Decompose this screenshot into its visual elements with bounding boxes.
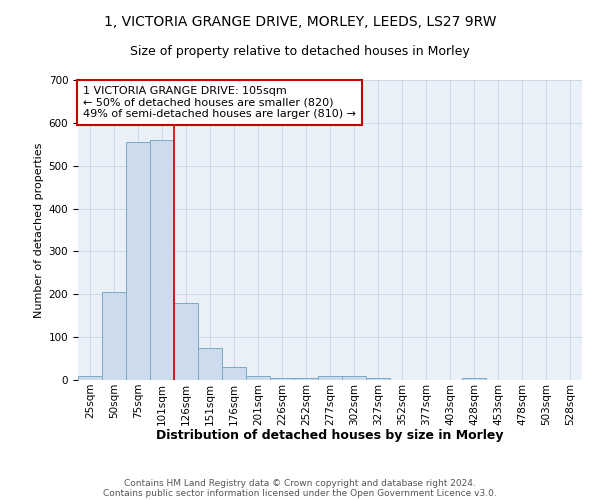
Bar [174,303,198,380]
Bar [198,348,222,380]
Text: Contains HM Land Registry data © Crown copyright and database right 2024.: Contains HM Land Registry data © Crown c… [124,478,476,488]
Bar [318,376,342,380]
Bar [150,140,174,380]
Text: 1 VICTORIA GRANGE DRIVE: 105sqm
← 50% of detached houses are smaller (820)
49% o: 1 VICTORIA GRANGE DRIVE: 105sqm ← 50% of… [83,86,356,119]
Bar [294,378,318,380]
Text: Size of property relative to detached houses in Morley: Size of property relative to detached ho… [130,45,470,58]
Bar [126,142,150,380]
Text: Contains public sector information licensed under the Open Government Licence v3: Contains public sector information licen… [103,488,497,498]
Bar [366,378,390,380]
Bar [342,376,366,380]
X-axis label: Distribution of detached houses by size in Morley: Distribution of detached houses by size … [156,429,504,442]
Bar [246,376,270,380]
Y-axis label: Number of detached properties: Number of detached properties [34,142,44,318]
Bar [78,376,102,380]
Bar [102,292,126,380]
Bar [462,378,486,380]
Bar [270,378,294,380]
Text: 1, VICTORIA GRANGE DRIVE, MORLEY, LEEDS, LS27 9RW: 1, VICTORIA GRANGE DRIVE, MORLEY, LEEDS,… [104,15,496,29]
Bar [222,367,246,380]
